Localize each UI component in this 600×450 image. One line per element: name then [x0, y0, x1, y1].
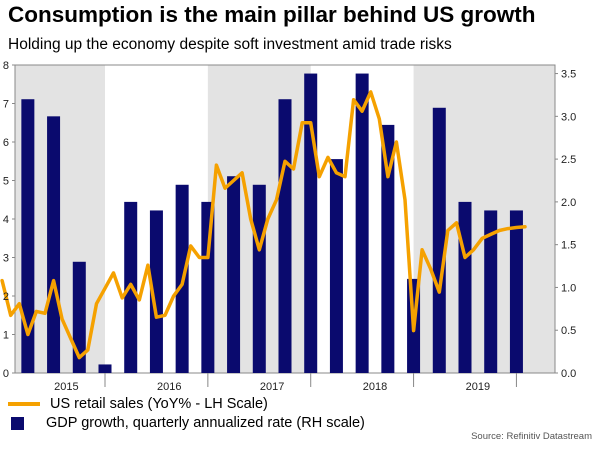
left-tick-label: 4	[3, 214, 9, 226]
gdp-bar	[98, 364, 112, 373]
gdp-bar	[252, 184, 266, 373]
legend-item-gdp: GDP growth, quarterly annualized rate (R…	[8, 415, 365, 431]
retail-sales-line	[0, 90, 527, 360]
gdp-bar	[458, 201, 472, 373]
gdp-bar	[227, 176, 241, 373]
legend-bar-swatch	[11, 416, 24, 430]
gdp-bar	[355, 73, 369, 374]
right-tick-label: 2.0	[561, 197, 576, 209]
gdp-bar	[329, 159, 343, 373]
gdp-bar	[201, 201, 215, 373]
right-tick-label: 2.5	[561, 154, 576, 166]
gdp-bar	[72, 261, 86, 373]
legend-item-retail-sales: US retail sales (YoY% - LH Scale)	[8, 396, 268, 412]
right-tick-label: 1.5	[561, 240, 576, 252]
left-tick-label: 2	[3, 291, 9, 303]
legend-line-swatch	[8, 402, 40, 406]
right-tick-label: 0.5	[561, 325, 576, 337]
x-tick-label: 2016	[157, 381, 181, 393]
left-tick-label: 5	[3, 176, 9, 188]
gdp-bar	[509, 210, 523, 373]
gdp-bar	[21, 99, 35, 373]
legend-label-gdp: GDP growth, quarterly annualized rate (R…	[46, 415, 365, 431]
gdp-bar	[149, 210, 163, 373]
gdp-bar	[484, 210, 498, 373]
left-tick-label: 1	[3, 330, 9, 342]
left-tick-label: 0	[3, 368, 9, 380]
left-tick-label: 3	[3, 253, 9, 265]
gdp-bar	[47, 116, 61, 373]
source-note: Source: Refinitiv Datastream	[471, 431, 592, 442]
chart-title: Consumption is the main pillar behind US…	[8, 2, 536, 27]
left-tick-label: 7	[3, 99, 9, 111]
gdp-bar	[432, 107, 446, 374]
gdp-bar	[278, 99, 292, 373]
gdp-bar	[304, 73, 318, 374]
x-tick-label: 2019	[466, 381, 490, 393]
left-tick-label: 8	[3, 60, 9, 72]
right-tick-label: 3.5	[561, 69, 576, 81]
right-tick-label: 0.0	[561, 368, 576, 380]
legend-label-retail-sales: US retail sales (YoY% - LH Scale)	[50, 396, 268, 412]
right-tick-label: 3.0	[561, 111, 576, 123]
chart-subtitle: Holding up the economy despite soft inve…	[8, 36, 452, 53]
x-tick-label: 2015	[54, 381, 78, 393]
right-tick-label: 1.0	[561, 282, 576, 294]
x-tick-label: 2018	[363, 381, 387, 393]
x-tick-label: 2017	[260, 381, 284, 393]
gdp-bar	[381, 124, 395, 373]
left-tick-label: 6	[3, 137, 9, 149]
